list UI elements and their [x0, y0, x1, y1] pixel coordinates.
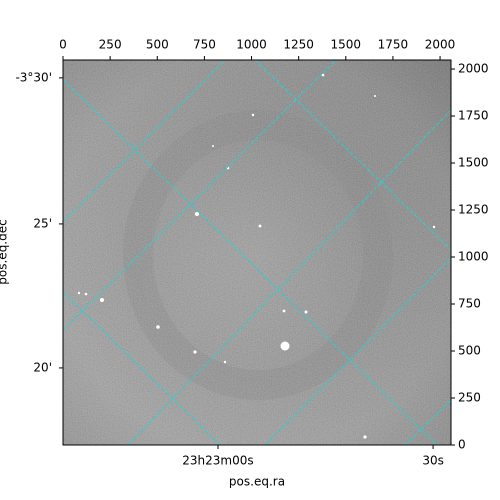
right-tick-label: 1250	[458, 203, 489, 217]
top-tick-label: 1500	[331, 38, 362, 52]
bottom-tick-label: 30s	[422, 454, 444, 468]
coordinate-grid	[63, 60, 451, 445]
right-tick-label: 0	[458, 438, 466, 452]
left-tick-label: 20'	[33, 360, 52, 374]
right-tick-label: 1500	[458, 156, 489, 170]
y-axis-label: pos.eq.dec	[0, 219, 10, 284]
image	[63, 60, 451, 445]
right-tick-label: 2000	[458, 62, 489, 76]
right-tick-label: 750	[458, 297, 481, 311]
top-tick-label: 2000	[425, 38, 456, 52]
plot-frame	[62, 59, 452, 446]
left-tick-label: 25'	[33, 216, 52, 230]
right-tick-label: 500	[458, 344, 481, 358]
top-tick-label: 1750	[378, 38, 409, 52]
top-tick-label: 250	[99, 38, 122, 52]
left-tick-label: -3°30'	[15, 70, 52, 84]
top-tick-label: 0	[59, 38, 67, 52]
top-tick-label: 1250	[283, 38, 314, 52]
top-tick-label: 500	[146, 38, 169, 52]
x-axis-label: pos.eq.ra	[229, 475, 285, 489]
bottom-tick-label: 23h23m00s	[182, 454, 253, 468]
top-tick-label: 1000	[236, 38, 267, 52]
right-tick-label: 1750	[458, 109, 489, 123]
top-tick-label: 750	[193, 38, 216, 52]
right-tick-label: 250	[458, 391, 481, 405]
right-tick-label: 1000	[458, 250, 489, 264]
